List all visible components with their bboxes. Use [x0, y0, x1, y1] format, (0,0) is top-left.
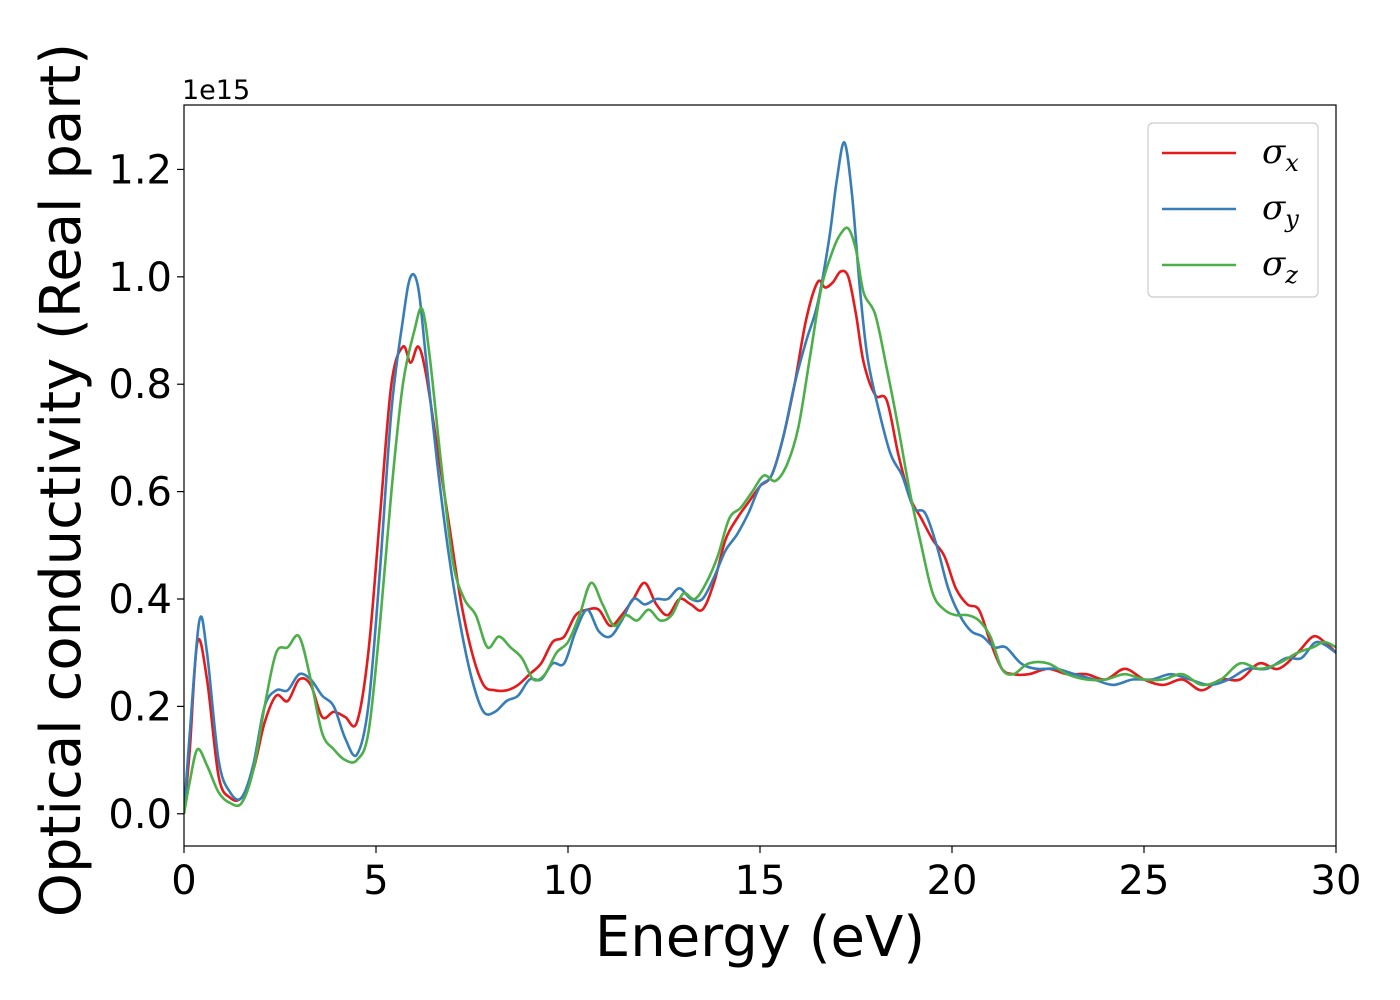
y-tick-label: 0.0	[108, 792, 172, 838]
x-axis: 0 5 10 15 20 25 30	[171, 846, 1361, 904]
legend: σx σy σz	[1147, 122, 1319, 298]
x-axis-label: Energy (eV)	[595, 905, 925, 970]
y-tick-label: 0.6	[108, 470, 172, 516]
x-tick-label: 15	[735, 858, 786, 904]
y-tick-label: 1.0	[108, 255, 172, 301]
legend-label-z: σz	[1262, 244, 1298, 289]
x-tick-label: 10	[543, 858, 594, 904]
y-tick-label: 0.2	[108, 684, 172, 730]
y-axis: 0.0 0.2 0.4 0.6 0.8 1.0 1.2	[108, 147, 184, 838]
x-tick-label: 0	[171, 858, 196, 904]
series-layer	[184, 141, 1336, 815]
y-axis-label: Optical conductivity (Real part)	[29, 43, 94, 917]
y-tick-label: 0.4	[108, 577, 172, 623]
y-tick-label: 0.8	[108, 362, 172, 408]
legend-label-x: σx	[1262, 132, 1299, 177]
y-offset-label: 1e15	[182, 75, 250, 106]
y-tick-label: 1.2	[108, 147, 172, 193]
x-tick-label: 30	[1311, 858, 1362, 904]
x-tick-label: 5	[363, 858, 388, 904]
series-line-z	[184, 226, 1336, 815]
x-tick-label: 25	[1119, 858, 1170, 904]
series-line-x	[184, 269, 1336, 814]
legend-label-y: σy	[1262, 188, 1299, 233]
x-tick-label: 20	[927, 858, 978, 904]
